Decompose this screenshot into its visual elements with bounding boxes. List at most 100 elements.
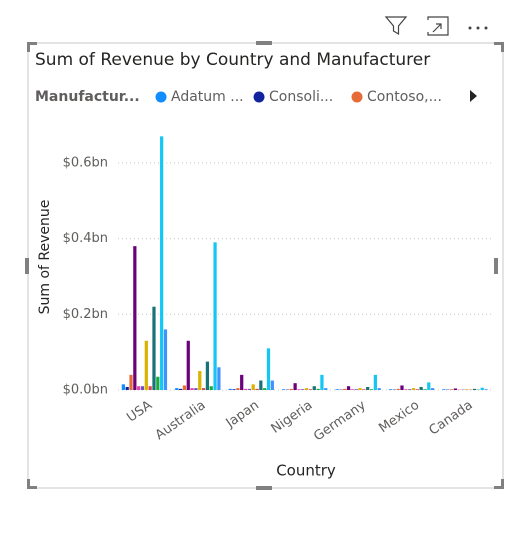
bar [370, 389, 373, 390]
bar [309, 389, 312, 390]
bar [301, 389, 304, 390]
bar [378, 388, 381, 390]
bar [133, 246, 136, 390]
bar [160, 136, 163, 390]
bar [412, 388, 415, 390]
bar [187, 341, 190, 390]
bar [400, 385, 403, 390]
x-axis-title: Country [276, 462, 336, 480]
bar [210, 386, 213, 390]
bar [129, 375, 132, 390]
bar [290, 389, 293, 390]
legend-label: Consoli... [269, 89, 333, 105]
bar [126, 387, 129, 390]
bar [397, 389, 400, 390]
y-tick-label: $0.6bn [63, 155, 108, 170]
x-tick-label: Canada [426, 398, 475, 439]
bar [389, 389, 392, 390]
bar [416, 389, 419, 390]
more-icon[interactable] [469, 27, 488, 30]
bar [206, 362, 209, 390]
bar [248, 389, 251, 390]
header-icons[interactable] [386, 17, 448, 35]
x-tick-label: Germany [311, 398, 369, 445]
bar [141, 386, 144, 390]
bar [374, 375, 377, 390]
bar [362, 389, 365, 390]
bar [366, 387, 369, 390]
bar [347, 386, 350, 390]
bar [313, 386, 316, 390]
bar [164, 329, 167, 390]
y-tick-label: $0.2bn [63, 307, 108, 322]
x-tick-label: Mexico [376, 398, 422, 436]
bar [259, 381, 262, 390]
bar [320, 375, 323, 390]
bar [236, 388, 239, 390]
bar [252, 384, 255, 390]
bar [198, 371, 201, 390]
y-axis-title: Sum of Revenue [37, 200, 53, 315]
bar [179, 389, 182, 390]
bar [358, 388, 361, 390]
bar [351, 389, 354, 390]
bar [229, 389, 232, 390]
legend-label: Adatum ... [171, 89, 244, 105]
bar [145, 341, 148, 390]
filter-icon[interactable] [386, 17, 406, 34]
bar [175, 388, 178, 390]
bar [122, 384, 125, 390]
bar [190, 388, 193, 390]
bar [267, 348, 270, 390]
x-tick-label: Japan [223, 398, 262, 432]
legend-marker [156, 92, 167, 103]
bar [294, 383, 297, 390]
bar [240, 375, 243, 390]
bar [465, 389, 468, 390]
chart-title: Sum of Revenue by Country and Manufactur… [35, 50, 430, 70]
legend-label: Contoso,... [367, 89, 442, 105]
x-tick-label: Nigeria [269, 398, 316, 437]
bar [137, 386, 140, 390]
bar [297, 389, 300, 390]
bar [423, 389, 426, 390]
bar [232, 389, 235, 390]
visual-frame [28, 43, 503, 488]
bar [442, 389, 445, 390]
bar [450, 389, 453, 390]
bar [343, 389, 346, 390]
bar [213, 242, 216, 390]
bar [271, 381, 274, 390]
bar [282, 389, 285, 390]
bar [194, 388, 197, 390]
x-tick-label: Australia [153, 398, 209, 443]
bar [149, 386, 152, 390]
bar [263, 388, 266, 390]
bar [427, 382, 430, 390]
bar [404, 389, 407, 390]
bar [255, 389, 258, 390]
bar [473, 389, 476, 390]
bar [324, 388, 327, 390]
legend-next[interactable] [470, 90, 477, 102]
legend-marker [254, 92, 265, 103]
bar [355, 389, 358, 390]
bar [217, 367, 220, 390]
bar [305, 388, 308, 390]
legend-marker [352, 92, 363, 103]
bar [335, 389, 338, 390]
bar [420, 387, 423, 390]
legend-title: Manufactur... [35, 89, 140, 105]
bar [156, 377, 159, 390]
bar [183, 385, 186, 390]
bar [454, 388, 457, 390]
y-tick-label: $0.4bn [63, 231, 108, 246]
bar [244, 389, 247, 390]
y-tick-label: $0.0bn [63, 383, 108, 398]
bar [481, 388, 484, 390]
bar [408, 389, 411, 390]
bar [431, 388, 434, 390]
x-tick-label: USA [124, 398, 155, 426]
focus-icon[interactable] [428, 17, 448, 35]
